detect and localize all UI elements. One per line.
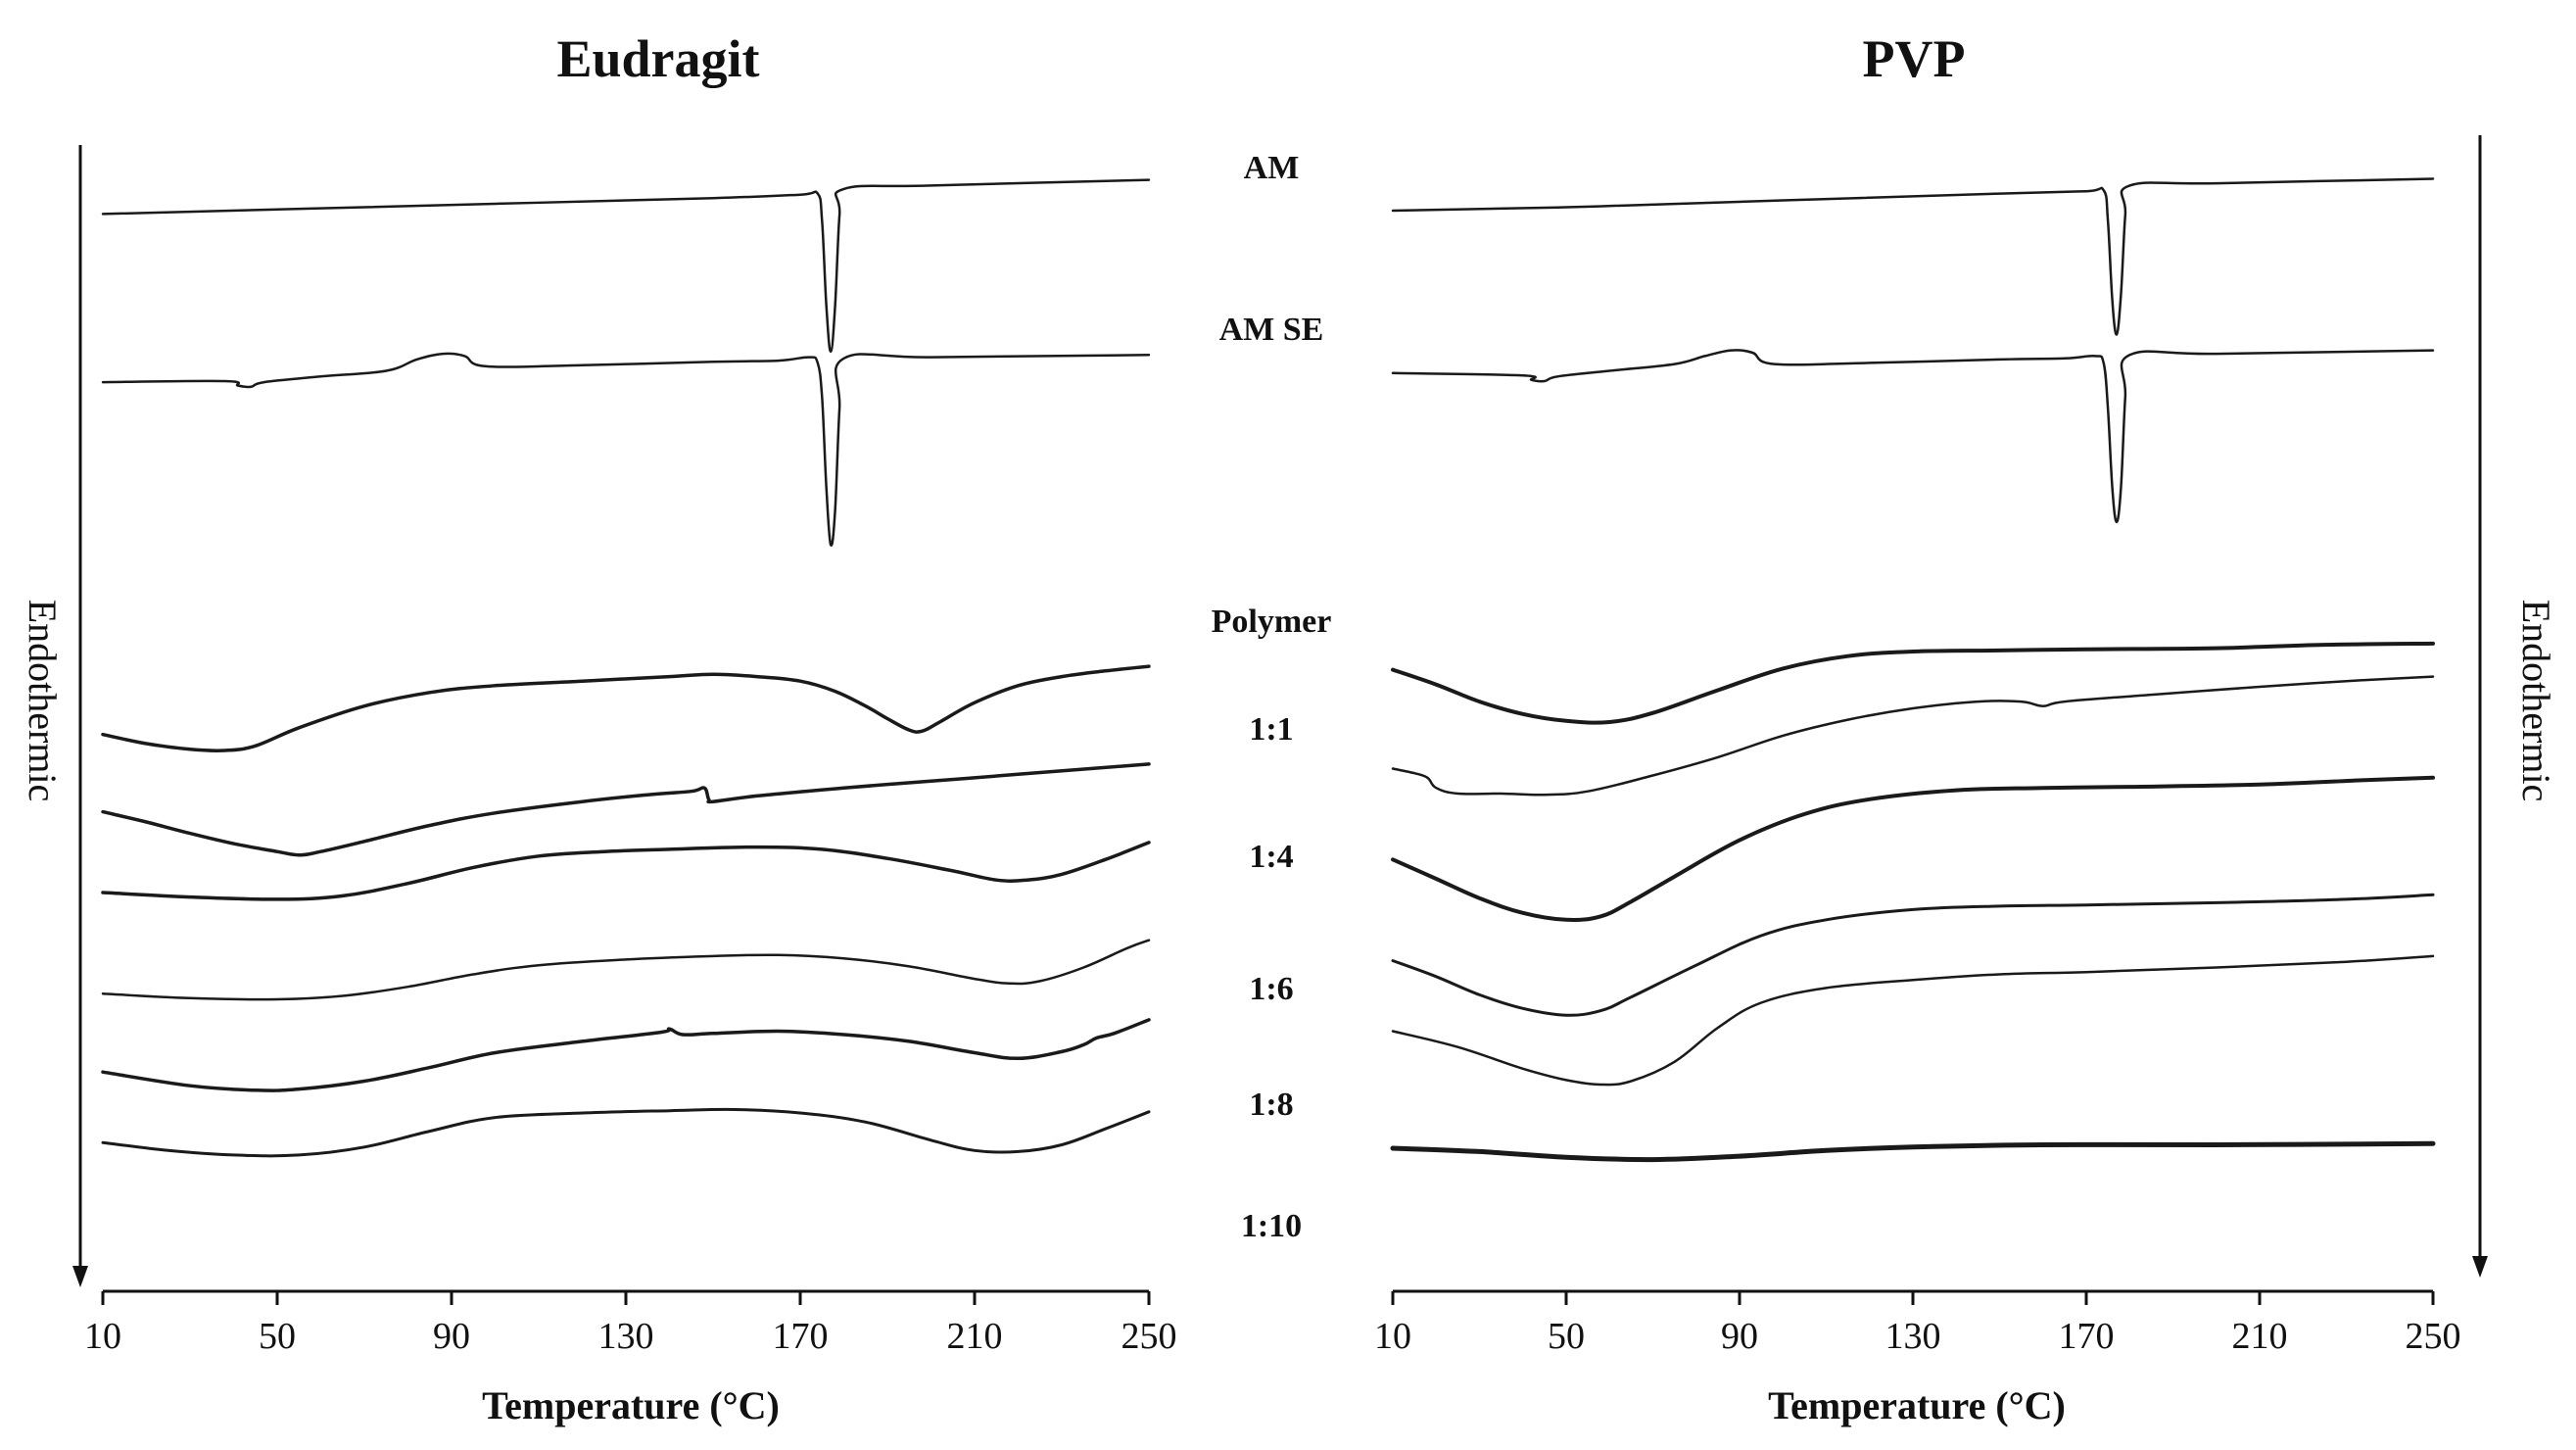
label-1-6: 1:6: [1249, 971, 1293, 1007]
eudragit-curve-1-6: [101, 939, 1151, 1001]
label-am: AM: [1244, 150, 1300, 186]
left-x-ticks: 10 50 90 130 170 210 250: [84, 1291, 1177, 1357]
eudragit-panel-title: Eudragit: [556, 29, 759, 88]
right-x-axis-title: Temperature (°C): [1768, 1383, 2066, 1427]
pvp-curve-am-se: [1391, 349, 2435, 524]
eudragit-x-tick-label: 130: [598, 1316, 654, 1357]
eudragit-curve-polymer: [101, 664, 1151, 752]
pvp-curve-1-10: [1390, 1140, 2436, 1163]
label-1-4: 1:4: [1249, 839, 1293, 875]
eudragit-x-tick-label: 50: [259, 1316, 296, 1357]
pvp-curve-1-4: [1391, 775, 2435, 922]
eudragit-curve-am: [101, 178, 1151, 354]
pvp-x-tick-label: 90: [1721, 1316, 1758, 1357]
eudragit-curve-am-se: [101, 352, 1151, 547]
pvp-x-tick-label: 170: [2059, 1316, 2115, 1357]
left-x-axis-title: Temperature (°C): [482, 1383, 780, 1427]
eudragit-curve-1-4: [101, 841, 1151, 901]
eudragit-curve-1-8: [101, 1018, 1151, 1092]
label-1-10: 1:10: [1241, 1208, 1302, 1244]
pvp-curve-am: [1391, 177, 2435, 336]
eudragit-x-tick-label: 10: [84, 1316, 121, 1357]
label-1-1: 1:1: [1249, 711, 1293, 748]
right-endothermic-arrow: [2472, 135, 2488, 1278]
pvp-x-tick-label: 250: [2406, 1316, 2461, 1357]
label-am-se: AM SE: [1219, 312, 1324, 348]
pvp-curve-1-8: [1391, 954, 2435, 1087]
eudragit-curve-1-10: [101, 1107, 1151, 1158]
left-endothermic-arrow: [72, 145, 88, 1287]
eudragit-x-tick-label: 170: [773, 1316, 829, 1357]
eudragit-curves: [101, 178, 1151, 1158]
eudragit-curve-1-1: [101, 762, 1151, 857]
pvp-curve-1-6: [1391, 893, 2435, 1017]
pvp-x-tick-label: 130: [1885, 1316, 1941, 1357]
pvp-x-tick-label: 50: [1548, 1316, 1585, 1357]
eudragit-x-tick-label: 250: [1121, 1316, 1177, 1357]
label-1-8: 1:8: [1249, 1087, 1293, 1123]
pvp-curve-1-1: [1391, 675, 2435, 797]
pvp-x-tick-label: 210: [2232, 1316, 2288, 1357]
eudragit-x-tick-label: 90: [433, 1316, 470, 1357]
eudragit-x-tick-label: 210: [947, 1316, 1003, 1357]
right-y-axis-title: Endothermic: [2514, 600, 2558, 802]
sample-labels: AM AM SE Polymer 1:1 1:4 1:6 1:8 1:10: [1212, 150, 1332, 1244]
right-x-ticks: 10 50 90 130 170 210 250: [1374, 1291, 2461, 1357]
pvp-panel-title: PVP: [1863, 29, 1966, 88]
pvp-curves: [1390, 177, 2436, 1163]
label-polymer: Polymer: [1212, 604, 1332, 640]
pvp-curve-polymer: [1391, 641, 2435, 725]
left-y-axis-title: Endothermic: [21, 600, 65, 802]
pvp-x-tick-label: 10: [1374, 1316, 1411, 1357]
